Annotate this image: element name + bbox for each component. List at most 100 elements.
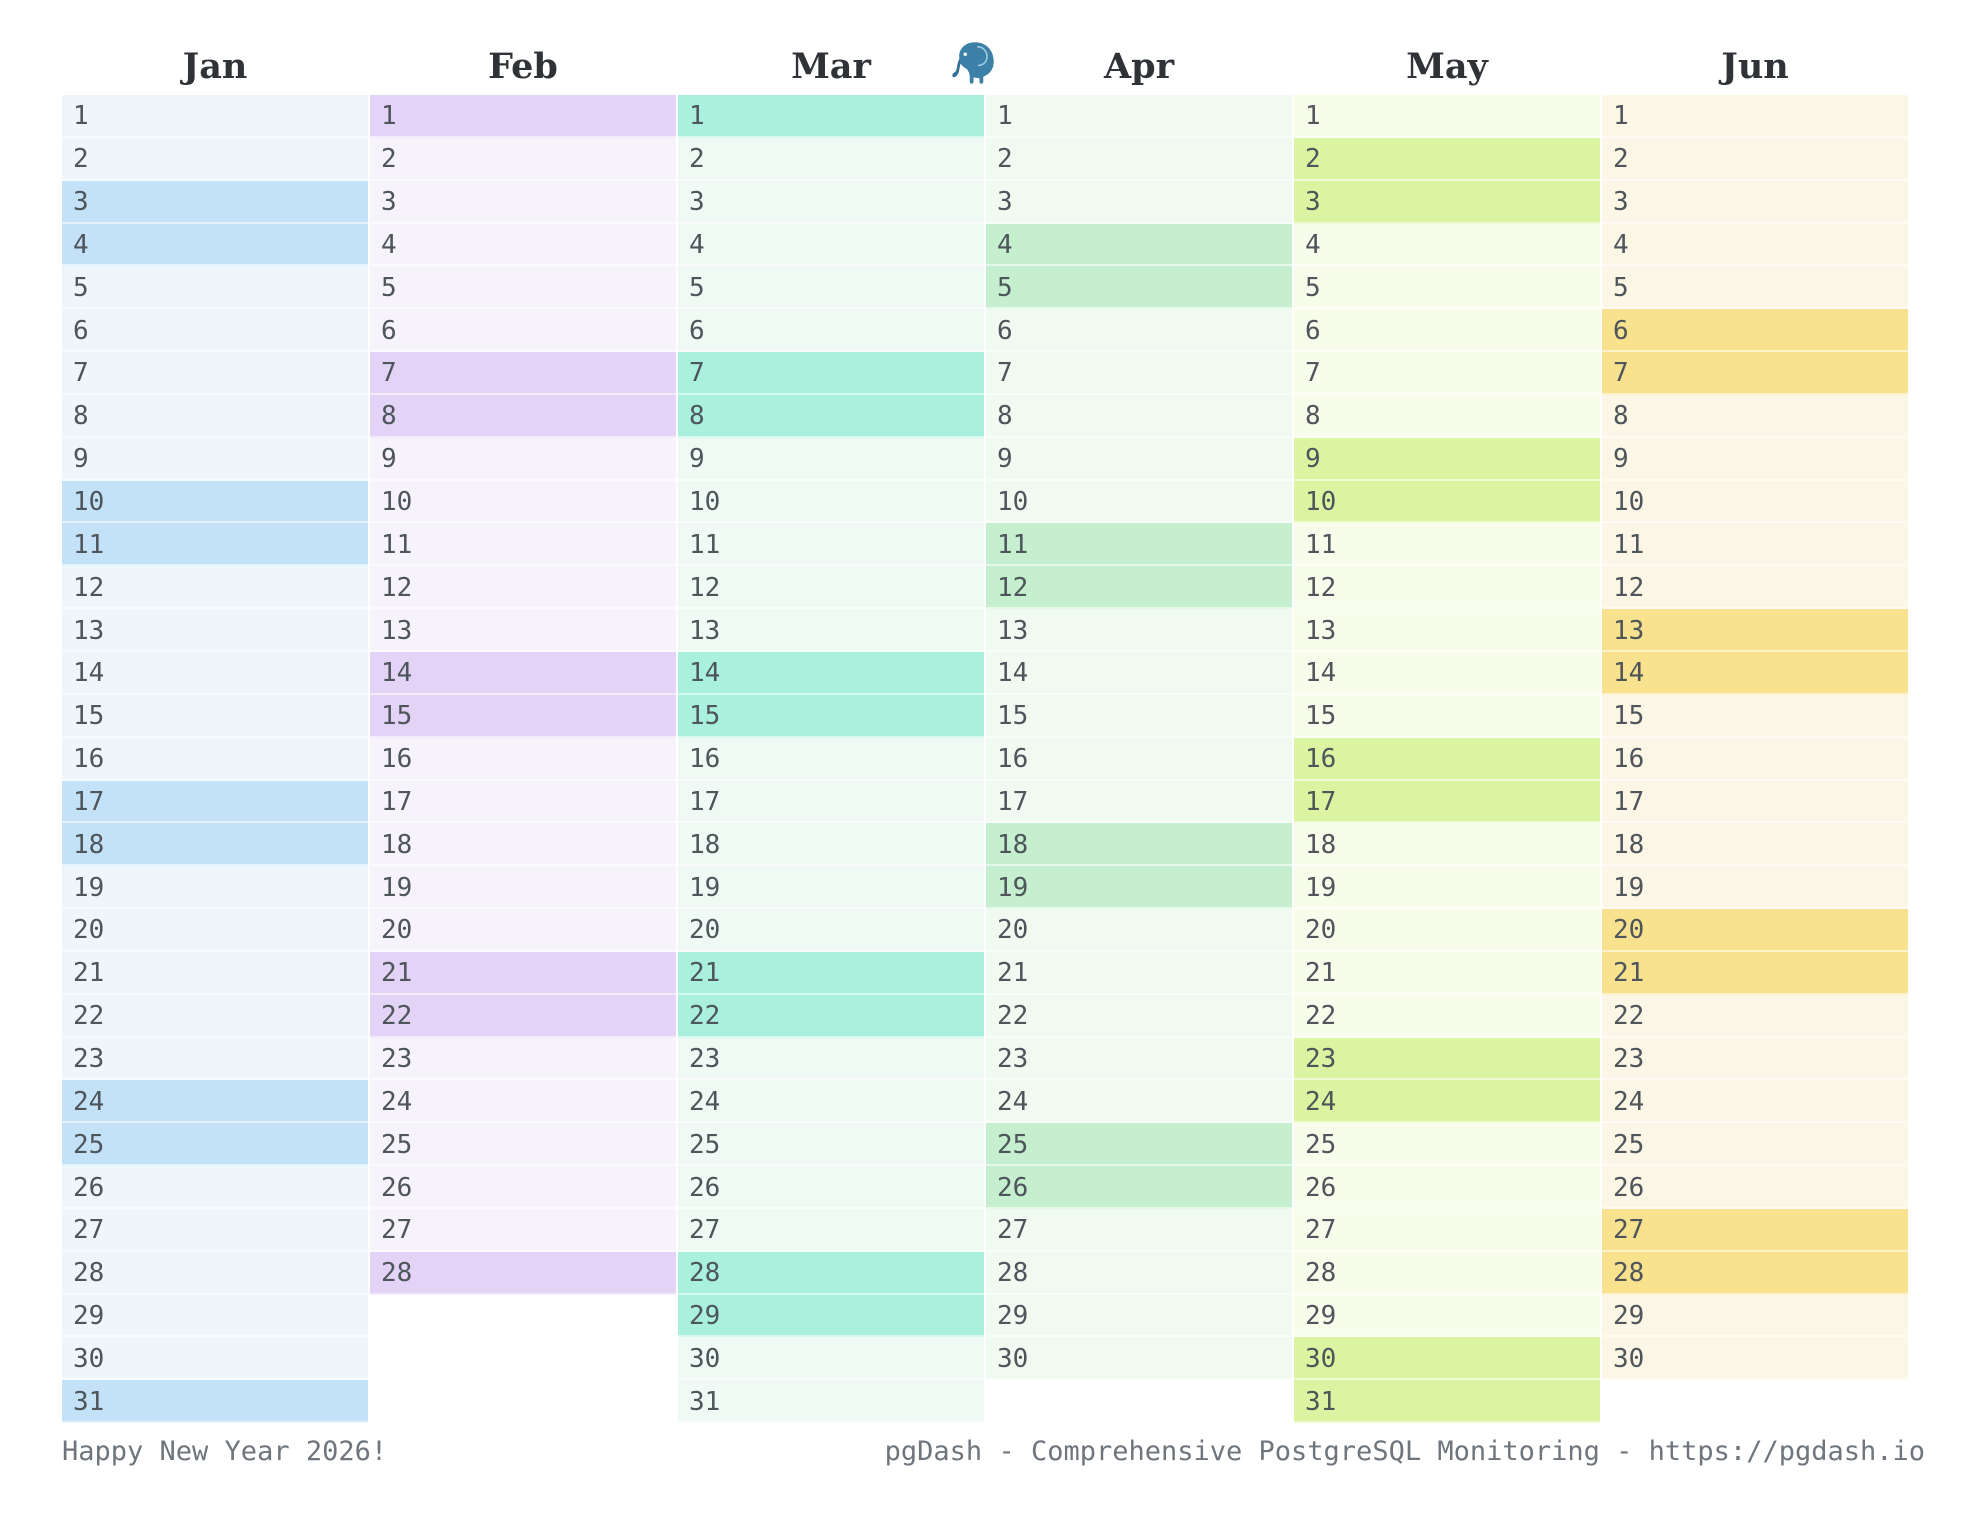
day-cell: 12 xyxy=(1294,566,1600,610)
day-cell: 26 xyxy=(986,1166,1292,1209)
day-cell: 24 xyxy=(1294,1080,1600,1124)
day-cell: 21 xyxy=(62,951,368,995)
day-cell: 28 xyxy=(986,1251,1292,1295)
day-cell: 5 xyxy=(678,266,984,310)
day-cell: 18 xyxy=(62,823,368,867)
day-cell: 15 xyxy=(1602,694,1908,738)
day-cell: 18 xyxy=(1294,823,1600,867)
day-cell: 25 xyxy=(986,1123,1292,1167)
month-header-apr: Apr xyxy=(1103,46,1175,87)
day-cell: 3 xyxy=(1602,180,1908,224)
day-cell: 7 xyxy=(1294,352,1600,395)
day-cell: 23 xyxy=(1602,1037,1908,1081)
day-cell: 14 xyxy=(986,651,1292,695)
day-cell: 10 xyxy=(62,480,368,524)
day-cell: 1 xyxy=(370,95,676,138)
day-cell: 1 xyxy=(1602,95,1908,138)
day-cell: 29 xyxy=(678,1294,984,1338)
day-cell: 30 xyxy=(986,1337,1292,1381)
day-cell: 4 xyxy=(1294,223,1600,267)
day-cell: 22 xyxy=(1294,994,1600,1038)
day-cell: 10 xyxy=(370,480,676,524)
day-cell: 23 xyxy=(1294,1037,1600,1081)
month-header-feb: Feb xyxy=(488,46,558,87)
day-cell: 10 xyxy=(678,480,984,524)
day-cell: 2 xyxy=(986,137,1292,181)
day-cell: 4 xyxy=(986,223,1292,267)
day-cell: 6 xyxy=(1294,309,1600,353)
day-cell: 14 xyxy=(1294,651,1600,695)
day-cell: 13 xyxy=(1602,609,1908,652)
day-cell: 25 xyxy=(678,1123,984,1167)
day-cell: 10 xyxy=(1294,480,1600,524)
day-cell: 7 xyxy=(986,352,1292,395)
day-cell: 8 xyxy=(986,394,1292,438)
day-cell: 25 xyxy=(1602,1123,1908,1167)
day-cell: 18 xyxy=(370,823,676,867)
day-cell: 17 xyxy=(370,780,676,824)
day-cell: 29 xyxy=(986,1294,1292,1338)
day-cell: 8 xyxy=(370,394,676,438)
day-cell: 21 xyxy=(1602,951,1908,995)
day-cell: 2 xyxy=(62,137,368,181)
day-cell: 24 xyxy=(62,1080,368,1124)
day-cell: 7 xyxy=(62,352,368,395)
day-cell: 18 xyxy=(986,823,1292,867)
day-cell: 31 xyxy=(1294,1380,1600,1424)
day-cell: 17 xyxy=(678,780,984,824)
day-cell: 11 xyxy=(370,523,676,567)
day-cell: 20 xyxy=(370,909,676,952)
day-cell: 16 xyxy=(678,737,984,781)
day-cell: 9 xyxy=(62,437,368,481)
day-cell: 1 xyxy=(986,95,1292,138)
day-cell: 30 xyxy=(678,1337,984,1381)
day-cell: 29 xyxy=(1602,1294,1908,1338)
day-cell: 21 xyxy=(370,951,676,995)
day-cell: 16 xyxy=(1602,737,1908,781)
pgdash-attribution: pgDash - Comprehensive PostgreSQL Monito… xyxy=(884,1436,1925,1467)
day-cell: 13 xyxy=(370,609,676,652)
day-cell: 26 xyxy=(1602,1166,1908,1209)
day-cell: 19 xyxy=(62,866,368,910)
day-cell: 9 xyxy=(370,437,676,481)
day-cell: 18 xyxy=(1602,823,1908,867)
day-cell: 12 xyxy=(986,566,1292,610)
day-cell: 13 xyxy=(62,609,368,652)
day-cell: 19 xyxy=(986,866,1292,910)
day-cell: 30 xyxy=(62,1337,368,1381)
day-cell: 23 xyxy=(62,1037,368,1081)
day-cell: 22 xyxy=(370,994,676,1038)
day-cell: 16 xyxy=(986,737,1292,781)
day-cell: 4 xyxy=(62,223,368,267)
day-cell: 15 xyxy=(986,694,1292,738)
day-cell: 3 xyxy=(1294,180,1600,224)
day-cell: 3 xyxy=(678,180,984,224)
day-cell: 14 xyxy=(1602,651,1908,695)
day-cell: 20 xyxy=(1602,909,1908,952)
day-cell: 21 xyxy=(678,951,984,995)
day-cell: 28 xyxy=(1294,1251,1600,1295)
day-cell: 27 xyxy=(1294,1208,1600,1252)
day-cell: 12 xyxy=(370,566,676,610)
day-cell: 1 xyxy=(62,95,368,138)
day-cell: 2 xyxy=(678,137,984,181)
day-cell: 24 xyxy=(370,1080,676,1124)
day-cell: 16 xyxy=(370,737,676,781)
day-cell: 8 xyxy=(678,394,984,438)
day-cell: 9 xyxy=(986,437,1292,481)
day-cell: 5 xyxy=(1294,266,1600,310)
day-cell: 15 xyxy=(1294,694,1600,738)
day-cell: 25 xyxy=(62,1123,368,1167)
day-cell: 6 xyxy=(370,309,676,353)
day-cell: 5 xyxy=(986,266,1292,310)
day-cell: 6 xyxy=(678,309,984,353)
day-cell: 2 xyxy=(1294,137,1600,181)
day-cell: 28 xyxy=(1602,1251,1908,1295)
day-cell: 28 xyxy=(678,1251,984,1295)
day-cell: 30 xyxy=(1602,1337,1908,1381)
day-cell: 25 xyxy=(370,1123,676,1167)
day-cell: 15 xyxy=(678,694,984,738)
postgresql-elephant-icon xyxy=(952,42,994,84)
day-cell: 25 xyxy=(1294,1123,1600,1167)
